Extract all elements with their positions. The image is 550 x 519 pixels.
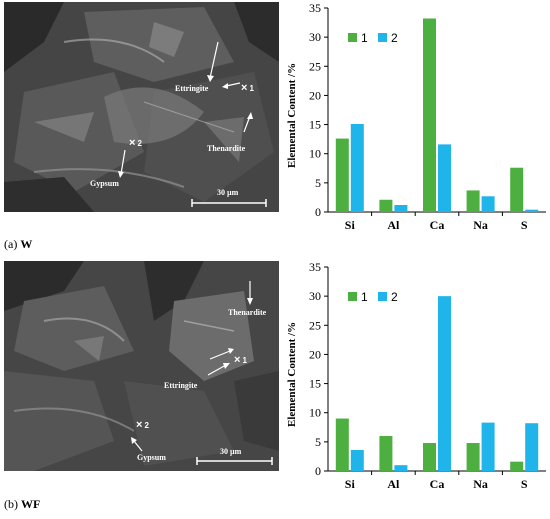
bar-chart: 0 5 10 15 20 25 30 35 Si Al Ca Na S 1 2 Elemental Cont… [282, 0, 550, 240]
legend-label-1: 1 [361, 31, 368, 45]
bar-series-1-al [379, 199, 393, 212]
bar-series-1-ca [423, 443, 436, 471]
gypsum-label: Gypsum [90, 179, 119, 188]
x-tick-label: Al [387, 477, 400, 491]
y-tick-label: 20 [309, 347, 321, 361]
y-tick-label: 0 [315, 464, 321, 478]
legend-label-2: 2 [391, 290, 398, 304]
bar-series-1-na [466, 443, 480, 471]
bar-series-2-ca [438, 296, 451, 471]
panel-a: Ettringite Thenardite Gypsum × 1 × 2 30 µm… [0, 0, 550, 258]
ettringite-label: Ettringite [164, 381, 198, 390]
panel-caption: (a) W [4, 237, 32, 252]
legend-label-2: 2 [391, 31, 398, 45]
y-tick-label: 5 [315, 435, 321, 449]
legend-swatch-2 [378, 33, 387, 42]
y-tick-label: 30 [309, 289, 321, 303]
bar-series-1-na [466, 190, 480, 212]
scale-bar-label: 30 µm [217, 188, 239, 197]
caption-prefix: (a) [4, 237, 18, 251]
y-tick-label: 30 [309, 30, 321, 44]
bar-series-1-s [510, 461, 524, 471]
y-tick-label: 25 [309, 59, 321, 73]
bar-chart: 0 5 10 15 20 25 30 35 Si Al Ca Na S 1 2 Elemental Cont… [282, 259, 550, 499]
x-tick-label: Ca [430, 477, 445, 491]
bar-series-2-al [394, 205, 408, 212]
x-tick-label: S [521, 218, 528, 232]
bar-series-2-s [525, 423, 539, 471]
bar-series-2-si [350, 450, 364, 471]
x-tick-label: Na [473, 477, 488, 491]
y-tick-label: 5 [315, 176, 321, 190]
sem-image: Ettringite Thenardite Gypsum × 1 × 2 30 µm [4, 2, 279, 212]
y-tick-label: 35 [309, 1, 321, 15]
thenardite-label: Thenardite [228, 308, 267, 317]
bar-series-1-si [335, 138, 349, 212]
scale-bar-label: 30 µm [220, 447, 242, 456]
x-tick-label: Si [345, 218, 356, 232]
legend-label-1: 1 [361, 290, 368, 304]
y-axis-title: Elemental Content /% [286, 62, 298, 168]
legend-swatch-1 [348, 292, 357, 301]
bar-series-2-na [481, 196, 495, 212]
y-tick-label: 20 [309, 88, 321, 102]
bar-series-1-si [335, 418, 349, 471]
y-tick-label: 15 [309, 377, 321, 391]
bar-series-2-si [350, 123, 364, 212]
panel-caption: (b) WF [4, 497, 40, 512]
bar-series-2-na [481, 422, 495, 471]
caption-prefix: (b) [4, 497, 18, 511]
panel-b: Thenardite Ettringite Gypsum × 1 × 2 30 µm… [0, 259, 550, 517]
point-marker-2: × 2 [136, 419, 149, 431]
y-tick-label: 15 [309, 118, 321, 132]
caption-sample: W [20, 237, 33, 251]
legend-swatch-2 [378, 292, 387, 301]
sem-texture [4, 2, 279, 212]
legend-swatch-1 [348, 33, 357, 42]
bar-series-2-al [394, 465, 408, 471]
bar-series-1-al [379, 436, 393, 471]
sem-image: Thenardite Ettringite Gypsum × 1 × 2 30 µm [4, 261, 279, 471]
bar-chart-svg: 0 5 10 15 20 25 30 35 Si Al Ca Na S 1 2 [309, 1, 546, 232]
point-marker-2: × 2 [129, 137, 142, 149]
y-tick-label: 10 [309, 406, 321, 420]
gypsum-label: Gypsum [137, 453, 166, 462]
point-marker-1: × 1 [234, 354, 247, 366]
bar-chart-svg: 0 5 10 15 20 25 30 35 Si Al Ca Na S 1 2 [309, 260, 546, 491]
x-tick-label: Al [387, 218, 400, 232]
bar-series-2-s [525, 209, 539, 212]
bar-series-1-s [510, 167, 524, 212]
y-tick-label: 0 [315, 205, 321, 219]
x-tick-label: Na [473, 218, 488, 232]
y-axis-title: Elemental Content /% [286, 321, 298, 427]
ettringite-label: Ettringite [175, 84, 209, 93]
thenardite-label: Thenardite [207, 144, 246, 153]
y-tick-label: 10 [309, 147, 321, 161]
caption-sample: WF [21, 497, 41, 511]
point-marker-1: × 1 [241, 82, 254, 94]
bar-series-1-ca [423, 18, 436, 213]
x-tick-label: Ca [430, 218, 445, 232]
x-tick-label: S [521, 477, 528, 491]
y-tick-label: 25 [309, 318, 321, 332]
y-tick-label: 35 [309, 260, 321, 274]
bar-series-2-ca [438, 144, 451, 212]
x-tick-label: Si [345, 477, 356, 491]
sem-texture [4, 261, 279, 471]
